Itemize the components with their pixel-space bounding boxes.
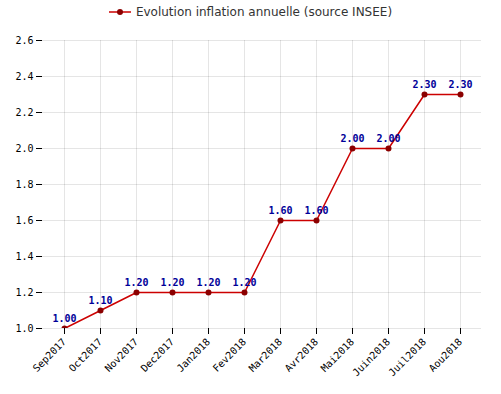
- svg-text:1.20: 1.20: [124, 277, 148, 288]
- svg-text:2.0: 2.0: [15, 143, 33, 154]
- svg-text:1.6: 1.6: [15, 215, 33, 226]
- svg-text:1.60: 1.60: [268, 205, 292, 216]
- svg-text:2.2: 2.2: [15, 107, 33, 118]
- svg-text:1.0: 1.0: [15, 323, 33, 334]
- svg-text:Mar2018: Mar2018: [247, 336, 285, 374]
- svg-text:1.4: 1.4: [15, 251, 33, 262]
- svg-text:1.20: 1.20: [232, 277, 256, 288]
- svg-text:2.6: 2.6: [15, 35, 33, 46]
- svg-text:Mai2018: Mai2018: [319, 336, 357, 374]
- svg-text:2.4: 2.4: [15, 71, 33, 82]
- svg-text:Juil2018: Juil2018: [386, 336, 428, 378]
- svg-text:Fev2018: Fev2018: [211, 336, 249, 374]
- svg-text:1.10: 1.10: [88, 295, 112, 306]
- svg-text:1.60: 1.60: [304, 205, 328, 216]
- svg-text:2.30: 2.30: [448, 79, 472, 90]
- svg-text:2.00: 2.00: [340, 133, 364, 144]
- svg-text:Aou2018: Aou2018: [427, 336, 465, 374]
- svg-text:Juin2018: Juin2018: [350, 336, 392, 378]
- svg-text:Oct2017: Oct2017: [67, 336, 105, 374]
- svg-text:1.00: 1.00: [52, 313, 76, 324]
- svg-text:1.2: 1.2: [15, 287, 33, 298]
- svg-text:1.8: 1.8: [15, 179, 33, 190]
- svg-text:2.30: 2.30: [412, 79, 436, 90]
- svg-text:Sep2017: Sep2017: [31, 336, 69, 374]
- svg-text:Dec2017: Dec2017: [139, 336, 177, 374]
- svg-text:Avr2018: Avr2018: [283, 336, 321, 374]
- svg-text:1.20: 1.20: [160, 277, 184, 288]
- svg-text:1.20: 1.20: [196, 277, 220, 288]
- svg-text:2.00: 2.00: [376, 133, 400, 144]
- html-text:Evolution inflation annuelle (: Evolution inflation annuelle (source INS…: [135, 5, 393, 19]
- svg-text:Jan2018: Jan2018: [175, 336, 213, 374]
- svg-text:Nov2017: Nov2017: [103, 336, 141, 374]
